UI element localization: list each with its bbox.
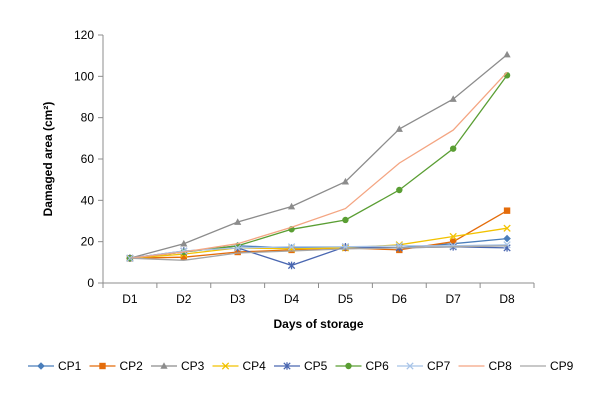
x-tick-label: D3 <box>230 292 246 306</box>
series-cp3 <box>126 50 511 261</box>
legend-item-cp6: CP6 <box>335 359 390 373</box>
data-point <box>345 362 352 370</box>
data-point <box>449 232 457 241</box>
legend-item-cp1: CP1 <box>28 359 82 373</box>
legend-label: CP9 <box>550 359 574 373</box>
x-tick-label: D5 <box>338 292 354 306</box>
x-tick-label: D7 <box>446 292 462 306</box>
x-axis-title: Days of storage <box>273 317 363 331</box>
series-line <box>129 245 508 261</box>
data-point <box>234 244 242 252</box>
legend-label: CP5 <box>304 359 328 373</box>
legend-label: CP3 <box>181 359 205 373</box>
x-tick-label: D4 <box>284 292 300 306</box>
legend-item-cp8: CP8 <box>458 359 513 373</box>
legend-label: CP4 <box>243 359 267 373</box>
data-point <box>449 238 457 245</box>
data-point <box>234 248 241 256</box>
data-point <box>37 362 45 370</box>
y-tick-label: 60 <box>81 152 95 166</box>
data-point <box>180 253 188 261</box>
data-point <box>503 50 511 58</box>
y-tick-label: 0 <box>87 276 94 290</box>
data-point <box>221 362 230 370</box>
data-point <box>283 362 291 370</box>
legend-label: CP6 <box>366 359 390 373</box>
series-lines <box>126 50 511 270</box>
y-tick-label: 80 <box>81 111 95 125</box>
series-line <box>129 54 508 259</box>
data-point <box>449 145 457 152</box>
legend-item-cp9: CP9 <box>520 359 574 373</box>
data-point <box>341 177 350 185</box>
y-tick-label: 40 <box>81 193 95 207</box>
data-point <box>406 362 414 370</box>
legend-item-cp2: CP2 <box>89 359 144 373</box>
x-tick-label: D2 <box>176 292 192 306</box>
legend-item-cp3: CP3 <box>151 359 205 373</box>
data-point <box>503 224 511 232</box>
data-point <box>449 95 457 102</box>
y-tick-label: 120 <box>74 28 94 42</box>
legend-label: CP8 <box>489 359 513 373</box>
series-cp8 <box>129 71 508 259</box>
legend-item-cp7: CP7 <box>397 359 451 373</box>
data-point <box>395 125 403 132</box>
legend-item-cp5: CP5 <box>274 359 328 373</box>
data-point <box>288 246 295 254</box>
x-tick-label: D1 <box>122 292 138 306</box>
y-tick-label: 100 <box>74 69 94 83</box>
data-point <box>99 362 106 370</box>
legend-label: CP2 <box>120 359 144 373</box>
legend-label: CP1 <box>58 359 82 373</box>
data-point <box>287 243 296 251</box>
y-axis: 0 20 40 60 80 100 120 <box>74 28 104 290</box>
y-tick-label: 20 <box>81 235 95 249</box>
data-point <box>503 234 511 243</box>
legend: CP1 CP2 CP3 CP4 CP5 CP6 CP7 CP8 CP9 <box>28 359 574 373</box>
data-point <box>396 186 403 194</box>
series-line <box>129 227 508 259</box>
legend-item-cp4: CP4 <box>212 359 267 373</box>
data-point <box>287 261 296 270</box>
data-point <box>503 241 511 249</box>
x-tick-label: D6 <box>392 292 408 306</box>
data-point <box>180 239 188 247</box>
data-point <box>287 202 296 210</box>
data-point <box>449 242 457 250</box>
data-point <box>180 247 188 255</box>
series-line <box>129 71 508 259</box>
data-point <box>234 218 242 225</box>
x-tick-label: D8 <box>499 292 515 306</box>
y-axis-title: Damaged area (cm²) <box>41 102 55 217</box>
series-line <box>129 74 508 259</box>
data-point <box>160 362 168 369</box>
x-axis: D1 D2 D3 D4 D5 D6 D7 D8 <box>102 282 535 306</box>
data-point <box>503 207 511 214</box>
data-point <box>342 216 349 224</box>
legend-label: CP7 <box>427 359 451 373</box>
series-cp9 <box>129 245 508 261</box>
